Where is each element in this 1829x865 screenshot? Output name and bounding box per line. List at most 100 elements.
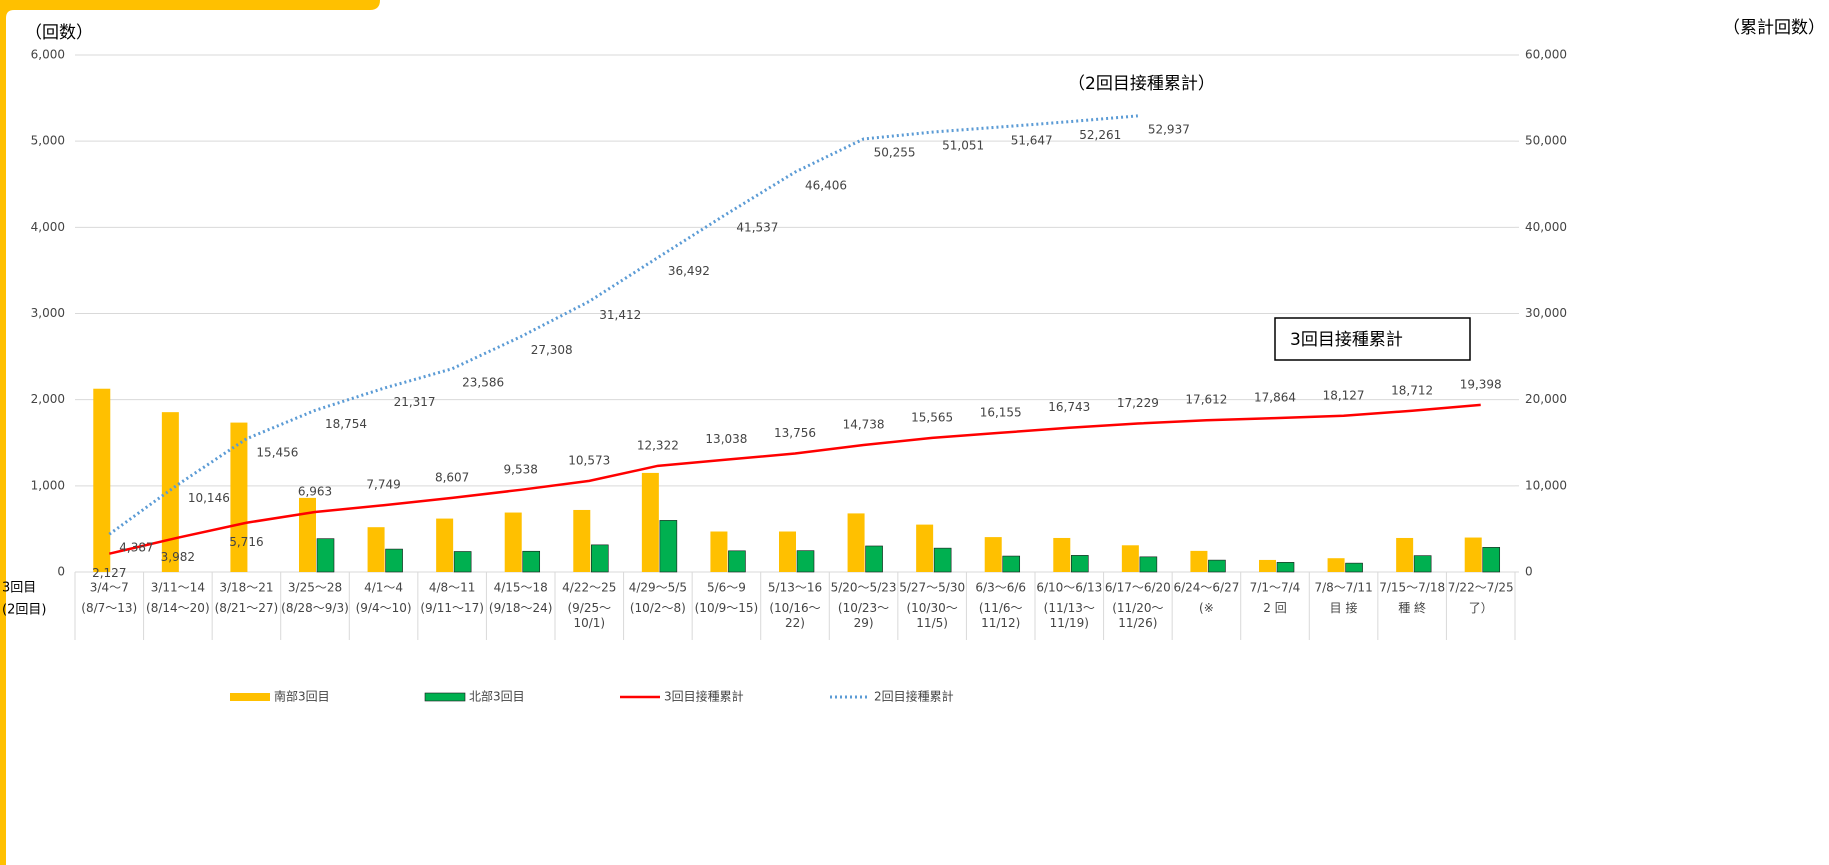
data-label: 51,051 — [942, 139, 984, 153]
data-label: 52,261 — [1079, 128, 1121, 142]
x-tick-label: 7/15～7/18 — [1379, 581, 1445, 595]
legend-label: 北部3回目 — [469, 689, 525, 704]
data-label: 6,963 — [298, 485, 332, 499]
x-tick-label-2: (10/23～29) — [837, 601, 890, 630]
legend-label: 南部3回目 — [274, 689, 330, 704]
x-tick-label-2: (11/6～11/12) — [978, 601, 1023, 630]
x-tick-label-2: (10/30～11/5) — [906, 601, 958, 630]
bar — [522, 550, 541, 573]
data-label: 46,406 — [805, 179, 847, 193]
data-label: 41,537 — [736, 221, 778, 235]
bar — [847, 513, 865, 572]
x-tick-label-2: 目 接 — [1329, 601, 1358, 615]
annotation-box — [1274, 317, 1471, 361]
data-label: 36,492 — [668, 264, 710, 278]
x-tick-label-2: (11/20～11/26) — [1112, 601, 1164, 630]
y2-tick-label: 60,000 — [1525, 48, 1567, 62]
x-tick-label-2: (8/14～20) — [146, 601, 210, 615]
data-label: 8,607 — [435, 470, 469, 484]
x-tick-label: 3/18～21 — [219, 581, 273, 595]
x-tick-label-2: (8/14～20) — [146, 601, 210, 615]
data-label: 17,229 — [1117, 396, 1159, 410]
bar — [659, 520, 678, 573]
y-tick-label: 2,000 — [31, 392, 65, 406]
data-label: 13,756 — [774, 426, 816, 440]
x-tick-label: 7/22～7/25 — [1448, 581, 1514, 595]
x-tick-label: 7/8～7/11 — [1314, 581, 1372, 595]
bar — [1396, 537, 1414, 572]
bar — [1464, 537, 1482, 572]
y-tick-label: 6,000 — [31, 48, 65, 62]
x-tick-label-2: (9/11～17) — [420, 601, 484, 615]
x-tick-label-2: (9/18～24) — [488, 601, 553, 615]
row-label: (2回目) — [2, 603, 46, 618]
bar — [590, 544, 609, 573]
bar — [93, 388, 111, 572]
bar — [161, 412, 179, 572]
x-tick-label-2: (9/25～10/1) — [567, 601, 611, 630]
data-label: 51,647 — [1011, 133, 1053, 147]
x-tick-label-2: 2 回 — [1263, 601, 1287, 615]
x-tick-label: 3/11～14 — [151, 581, 205, 595]
x-tick-label: 4/15～18 — [494, 581, 548, 595]
x-tick-label-2: (9/18～24) — [488, 601, 553, 615]
data-label: 16,155 — [980, 405, 1022, 419]
x-tick-label: 4/29～5/5 — [629, 581, 687, 595]
y-axis-label: （回数） — [25, 23, 93, 43]
x-tick-label: 5/20～5/23 — [831, 581, 897, 595]
data-label: 18,127 — [1323, 388, 1365, 402]
bar — [1413, 555, 1432, 573]
bar — [504, 512, 522, 572]
legend-swatch — [230, 693, 270, 701]
x-tick-label-2: (10/16～22) — [769, 601, 821, 630]
data-label: 18,754 — [325, 417, 367, 431]
data-label: 19,398 — [1460, 377, 1502, 391]
x-tick-label: 6/10～6/13 — [1036, 581, 1102, 595]
bar — [1139, 556, 1158, 573]
bar — [1276, 562, 1295, 573]
data-label: 3,982 — [161, 550, 195, 564]
x-tick-label-2: (10/16～22) — [769, 601, 821, 630]
x-tick-label: 4/22～25 — [562, 581, 616, 595]
bar — [1345, 562, 1363, 573]
data-label: 10,573 — [568, 453, 610, 467]
x-tick-label-2: 目 接 — [1329, 601, 1358, 615]
x-tick-label-2: (9/4～10) — [355, 601, 412, 615]
data-label: 21,317 — [394, 395, 436, 409]
bar — [933, 547, 952, 573]
x-tick-label: 5/27～5/30 — [899, 581, 965, 595]
bar — [1208, 559, 1226, 573]
bar — [984, 537, 1002, 572]
x-tick-label-2: (8/28～9/3) — [281, 601, 349, 615]
bar — [316, 538, 335, 573]
data-label: 52,937 — [1148, 122, 1190, 136]
x-tick-label-2: (8/7～13) — [81, 601, 138, 615]
line — [109, 403, 1481, 555]
y2-tick-label: 10,000 — [1525, 478, 1567, 492]
y2-tick-label: 20,000 — [1525, 392, 1567, 406]
x-tick-label: 4/8～11 — [429, 581, 476, 595]
bar — [728, 550, 746, 573]
bar — [230, 422, 248, 572]
x-tick-label-2: (8/28～9/3) — [281, 601, 349, 615]
x-tick-label-2: (9/11～17) — [420, 601, 484, 615]
legend-label: 3回目接種累計 — [664, 689, 744, 704]
y2-tick-label: 40,000 — [1525, 220, 1567, 234]
data-label: 23,586 — [462, 375, 504, 389]
x-tick-label-2: (※ — [1199, 601, 1214, 615]
bar — [436, 518, 454, 572]
data-label: 31,412 — [599, 308, 641, 322]
bar — [641, 472, 659, 572]
row-label: 3回目 — [2, 581, 36, 596]
x-tick-label-2: 了） — [1469, 601, 1493, 615]
x-tick-label-2: 2 回 — [1263, 601, 1287, 615]
data-label: 12,322 — [637, 438, 679, 452]
x-tick-label: 5/6～9 — [707, 581, 746, 595]
y-tick-label: 1,000 — [31, 478, 65, 492]
bar — [1053, 537, 1071, 572]
y-tick-label: 3,000 — [31, 306, 65, 320]
x-tick-label: 6/17～6/20 — [1105, 581, 1171, 595]
bar — [1190, 550, 1208, 572]
x-tick-label-2: (10/30～11/5) — [906, 601, 958, 630]
